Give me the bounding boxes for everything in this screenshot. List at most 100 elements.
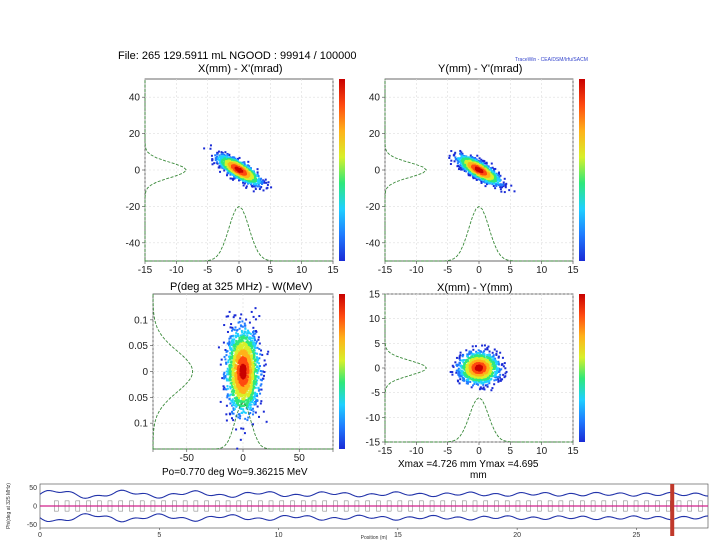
scatter-point [254, 307, 257, 310]
scatter-point [257, 177, 260, 180]
scatter-point [239, 415, 242, 418]
scatter-point [257, 183, 260, 186]
scatter-point [508, 189, 511, 192]
scatter-point [460, 168, 463, 171]
scatter-point [214, 154, 217, 157]
scatter-point [240, 353, 243, 356]
scatter-point [450, 159, 453, 162]
scatter-point [460, 371, 463, 374]
scatter-point [238, 351, 241, 354]
scatter-point [251, 365, 254, 368]
scatter-point [219, 162, 222, 165]
scatter-point [252, 356, 255, 359]
scatter-point [216, 162, 219, 165]
scatter-point [233, 381, 236, 384]
scatter-point [494, 357, 497, 360]
scatter-point [230, 361, 233, 364]
scatter-point [482, 351, 485, 354]
scatter-point [260, 383, 263, 386]
scatter-point [239, 390, 242, 393]
scatter-point [466, 376, 469, 379]
scatter-point [218, 165, 221, 168]
scatter-point [470, 386, 473, 389]
scatter-point [451, 373, 454, 376]
scatter-point [228, 341, 231, 344]
scatter-point [236, 383, 239, 386]
scatter-point [231, 381, 234, 384]
scatter-point [252, 363, 255, 366]
x-tick-label: -15 [378, 446, 393, 454]
scatter-point [233, 401, 236, 404]
scatter-point [237, 355, 240, 358]
scatter-point [252, 407, 255, 410]
scatter-point [224, 348, 227, 351]
scatter-point [227, 379, 230, 382]
scatter-point [250, 408, 253, 411]
scatter-point [466, 157, 469, 160]
scatter-point [236, 356, 239, 359]
x-tick-label: -5 [443, 446, 452, 454]
scatter-point [263, 364, 266, 367]
x-tick-label: 0 [236, 265, 242, 276]
scatter-point [231, 385, 234, 388]
scatter-point [502, 181, 505, 184]
scatter-point [239, 344, 242, 347]
scatter-point [504, 184, 507, 187]
scatter-point [458, 357, 461, 360]
scatter-point [255, 340, 258, 343]
scatter-point [448, 154, 451, 157]
scatter-point [231, 172, 234, 175]
x-tick-label: 10 [536, 265, 548, 276]
scatter-point [243, 177, 246, 180]
scatter-point [259, 370, 262, 373]
scatter-point [227, 172, 230, 175]
scatter-point [260, 349, 263, 352]
scatter-point [231, 177, 234, 180]
scatter-point [485, 162, 488, 165]
scatter-point [236, 389, 239, 392]
scatter-point [255, 368, 258, 371]
scatter-point [240, 394, 243, 397]
scatter-point [238, 382, 241, 385]
scatter-point [228, 373, 231, 376]
scatter-point [510, 184, 513, 187]
scatter-point [494, 376, 497, 379]
software-label: TraceWin - CEA/DSM/Irfu/SACM [515, 57, 588, 63]
scatter-point [498, 370, 501, 373]
x-tick-label: -10 [169, 265, 184, 276]
scatter-point [219, 155, 222, 158]
scatter-point [496, 176, 499, 179]
y-projection-profile [384, 79, 428, 261]
scatter-point [473, 380, 476, 383]
scatter-point [499, 351, 502, 354]
scatter-point [462, 378, 465, 381]
scatter-point [252, 183, 255, 186]
scatter-point [230, 357, 233, 360]
scatter-point [234, 314, 237, 317]
scatter-point [461, 156, 464, 159]
scatter-point [235, 428, 238, 431]
scatter-point [241, 373, 244, 376]
scatter-point [245, 402, 248, 405]
scatter-point [253, 180, 256, 183]
y-tick-label: 20 [369, 129, 381, 140]
scatter-point [477, 174, 480, 177]
scatter-point [240, 374, 243, 377]
y-tick-label: 0 [134, 166, 140, 177]
scatter-point [236, 341, 239, 344]
scatter-point [223, 161, 226, 164]
scatter-point [266, 183, 269, 186]
scatter-point [254, 342, 257, 345]
scatter-point [460, 359, 463, 362]
scatter-point [256, 182, 259, 185]
scatter-point [448, 156, 451, 159]
scatter-point [232, 328, 235, 331]
scatter-point [258, 388, 261, 391]
scatter-point [250, 366, 253, 369]
scatter-point [236, 396, 239, 399]
scatter-point [467, 377, 470, 380]
scatter-point [238, 413, 241, 416]
scatter-point [230, 356, 233, 359]
scatter-point [230, 340, 233, 343]
scatter-point [263, 359, 266, 362]
